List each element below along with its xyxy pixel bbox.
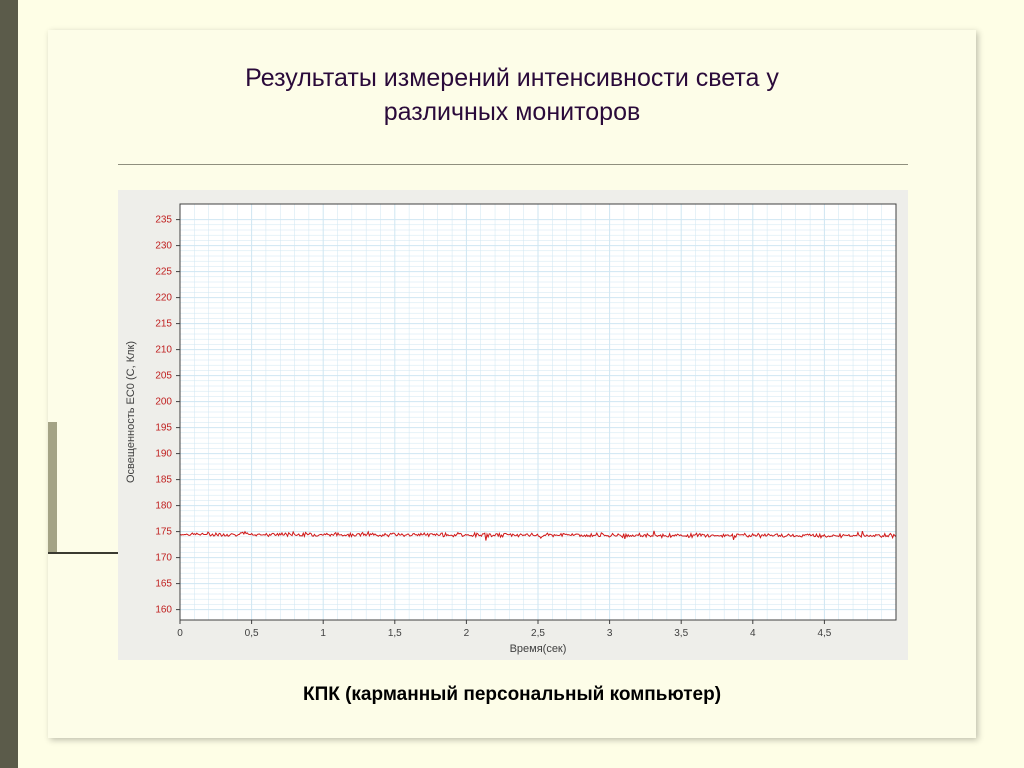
svg-text:175: 175: [155, 527, 172, 538]
page-title: Результаты измерений интенсивности света…: [48, 62, 976, 130]
svg-text:210: 210: [155, 345, 172, 356]
svg-text:Освещенность ЕС0 (С, Клк): Освещенность ЕС0 (С, Клк): [125, 341, 137, 483]
svg-text:1,5: 1,5: [388, 628, 402, 639]
svg-text:4: 4: [750, 628, 756, 639]
svg-text:190: 190: [155, 449, 172, 460]
svg-text:1: 1: [320, 628, 326, 639]
svg-text:205: 205: [155, 371, 172, 382]
title-line-1: Результаты измерений интенсивности света…: [245, 64, 779, 92]
svg-text:185: 185: [155, 475, 172, 486]
svg-text:0,5: 0,5: [245, 628, 259, 639]
svg-text:4,5: 4,5: [817, 628, 831, 639]
title-rule: [118, 164, 908, 165]
light-intensity-chart: 1601651701751801851901952002052102152202…: [118, 190, 908, 660]
svg-text:180: 180: [155, 501, 172, 512]
svg-text:2,5: 2,5: [531, 628, 545, 639]
title-line-2: различных мониторов: [384, 98, 641, 126]
side-accent-rule: [48, 552, 123, 554]
chart-container: 1601651701751801851901952002052102152202…: [118, 190, 908, 660]
svg-text:3: 3: [607, 628, 613, 639]
svg-text:3,5: 3,5: [674, 628, 688, 639]
chart-caption: КПК (карманный персональный компьютер): [48, 684, 976, 706]
svg-text:225: 225: [155, 267, 172, 278]
svg-text:195: 195: [155, 423, 172, 434]
svg-text:0: 0: [177, 628, 183, 639]
page-left-band: [0, 0, 18, 768]
svg-text:235: 235: [155, 215, 172, 226]
slide-panel: Результаты измерений интенсивности света…: [48, 30, 976, 738]
svg-text:215: 215: [155, 319, 172, 330]
svg-text:200: 200: [155, 397, 172, 408]
svg-text:Время(сек): Время(сек): [510, 643, 567, 655]
side-accent-bar: [48, 422, 57, 552]
svg-text:220: 220: [155, 293, 172, 304]
svg-text:230: 230: [155, 241, 172, 252]
svg-text:170: 170: [155, 553, 172, 564]
svg-text:2: 2: [464, 628, 470, 639]
svg-text:165: 165: [155, 579, 172, 590]
svg-text:160: 160: [155, 605, 172, 616]
